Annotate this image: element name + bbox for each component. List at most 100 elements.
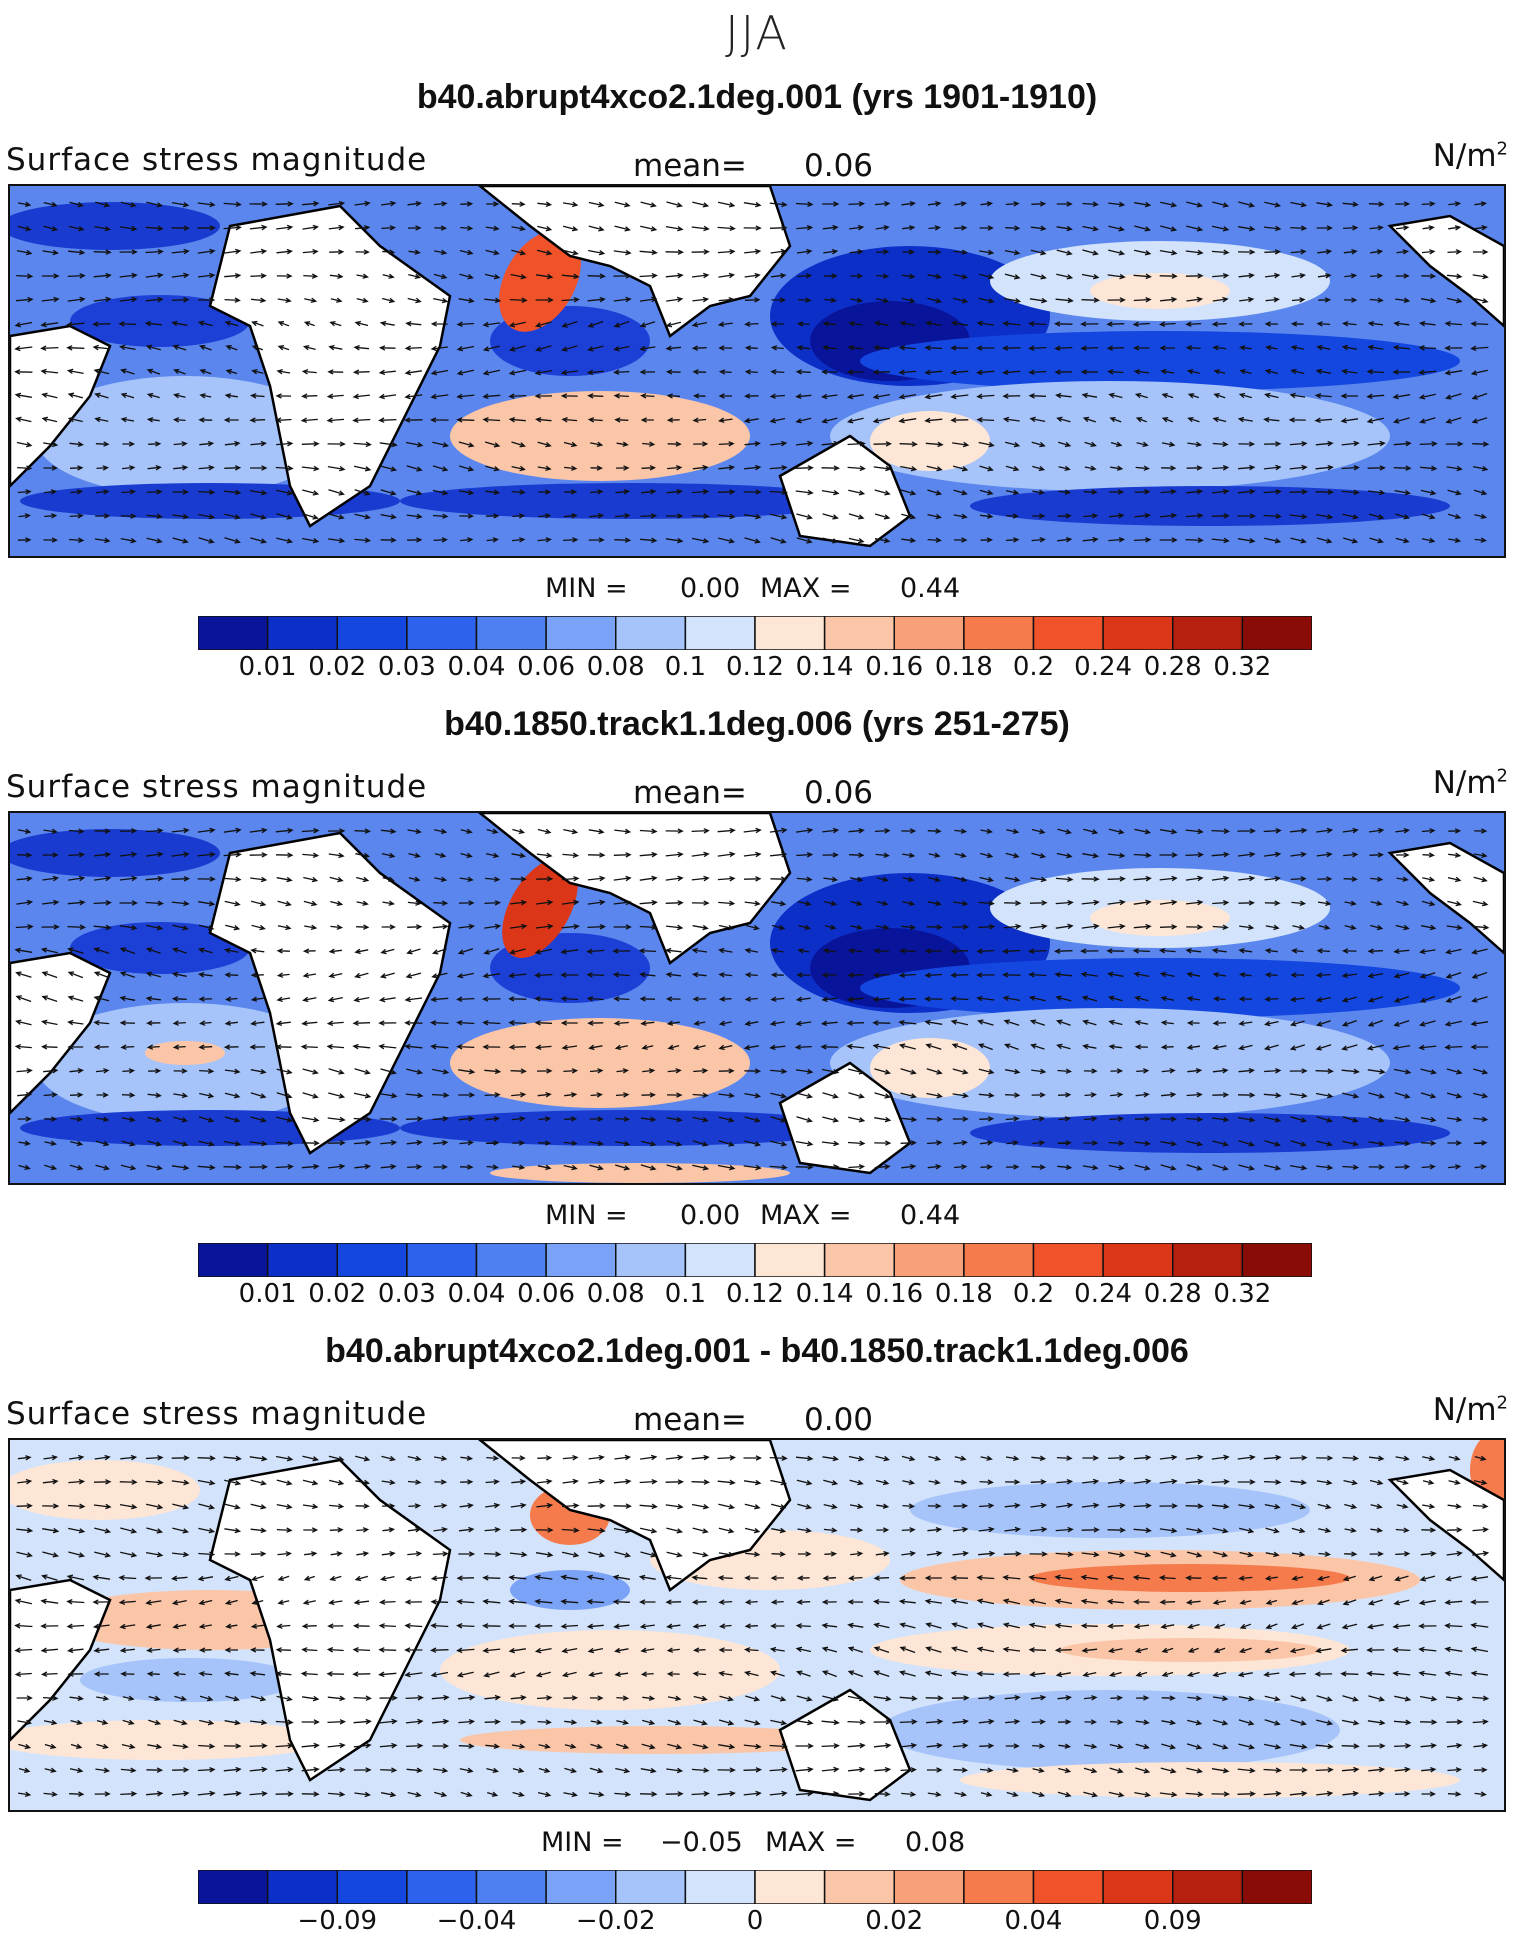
vector-arrow [1290,876,1307,882]
vector-arrow [795,1455,814,1462]
vector-arrow [378,1020,397,1026]
vector-arrow [509,297,528,303]
max-label: MAX = [760,1200,852,1231]
vector-arrow [1185,512,1204,519]
vector-arrow [119,851,138,858]
vector-arrow [770,1116,787,1123]
vector-arrow [795,1743,814,1749]
vector-arrow [1263,1743,1282,1750]
vector-arrow [223,224,242,231]
vector-arrow [821,1622,838,1629]
vector-arrow [1056,273,1074,280]
vector-arrow [1343,851,1359,858]
vector-arrow [1211,875,1230,882]
vector-arrow [1446,297,1463,304]
vector-arrow [1238,1140,1255,1147]
vector-arrow [1005,441,1021,448]
vector-arrow [511,249,527,256]
vector-arrow [587,417,603,423]
vector-arrow [1054,971,1073,978]
vector-arrow [250,440,267,447]
vector-arrow [173,392,186,399]
vector-arrow [434,249,448,256]
vector-arrow [770,1575,784,1581]
vector-arrow [250,996,264,1002]
wind-stress-vectors [14,200,1490,544]
vector-arrow [382,1527,396,1533]
vector-arrow [1028,1647,1047,1653]
vector-arrow [356,273,369,279]
vector-arrow [1133,1599,1150,1605]
vector-arrow [1031,1694,1047,1701]
vector-arrow [1265,345,1278,351]
vector-arrow [512,1791,525,1798]
vector-arrow [1289,1020,1305,1027]
vector-arrow [563,441,578,448]
vector-arrow [66,1598,85,1605]
vector-arrow [484,1068,502,1075]
vector-arrow [796,248,813,255]
vector-arrow [508,1598,527,1605]
colorbar-swatch [266,1243,338,1277]
vector-arrow [718,1140,735,1147]
vector-arrow [484,1526,501,1533]
vector-arrow [1396,225,1410,231]
vector-arrow [821,1766,840,1773]
vector-arrow [1315,1092,1334,1099]
vector-arrow [1054,1598,1073,1605]
vector-arrow [1161,393,1174,399]
vector-arrow [1211,947,1227,954]
vector-arrow [1238,201,1256,208]
vector-arrow [588,1671,603,1678]
vector-arrow [456,345,475,352]
vector-arrow [459,1502,474,1509]
vector-arrow [1290,368,1305,375]
vector-arrow [744,1670,759,1677]
vector-arrow [665,828,684,834]
vector-arrow [1107,273,1126,280]
vector-arrow [1238,1719,1255,1726]
vector-arrow [847,1599,864,1605]
stress-difference-map [8,1438,1506,1812]
vector-arrow [1263,1790,1282,1797]
vector-arrow [304,924,318,931]
vector-arrow [328,948,342,954]
vector-arrow [1316,225,1333,231]
colorbar-swatch [545,616,617,650]
vector-arrow [952,1116,969,1122]
vector-arrow [1056,416,1071,423]
colorbar-tick-label: −0.09 [297,1906,378,1936]
vector-arrow [456,417,475,423]
vector-arrow [926,1550,943,1557]
vector-arrow [616,1743,630,1750]
vector-arrow [510,1694,527,1701]
vector-arrow [873,1719,892,1725]
vector-arrow [1002,1598,1021,1605]
vector-arrow [1030,225,1047,232]
vector-arrow [1083,1695,1098,1701]
vector-arrow [1185,345,1201,351]
vector-arrow [1108,392,1123,399]
vector-arrow [1186,1671,1200,1678]
vector-arrow [249,224,268,231]
vector-arrow [639,369,656,375]
vector-arrow [276,1092,293,1099]
vector-arrow [640,1116,657,1123]
vector-arrow [1057,1164,1073,1171]
vector-arrow [223,851,242,858]
vector-arrow [1107,923,1126,930]
vector-arrow [1418,1020,1436,1027]
vector-arrow [1107,971,1124,978]
vector-arrow [898,996,917,1002]
max-label: MAX = [765,1827,857,1858]
vector-arrow [874,1092,891,1099]
vector-arrow [771,924,786,931]
vector-arrow [1444,1599,1463,1606]
vector-arrow [1055,1551,1074,1558]
vector-arrow [693,1068,709,1074]
vector-arrow [1238,947,1253,954]
vector-arrow [1264,1575,1278,1581]
vector-arrow [145,900,164,907]
vector-arrow [485,1502,501,1509]
vector-arrow [847,1719,867,1725]
